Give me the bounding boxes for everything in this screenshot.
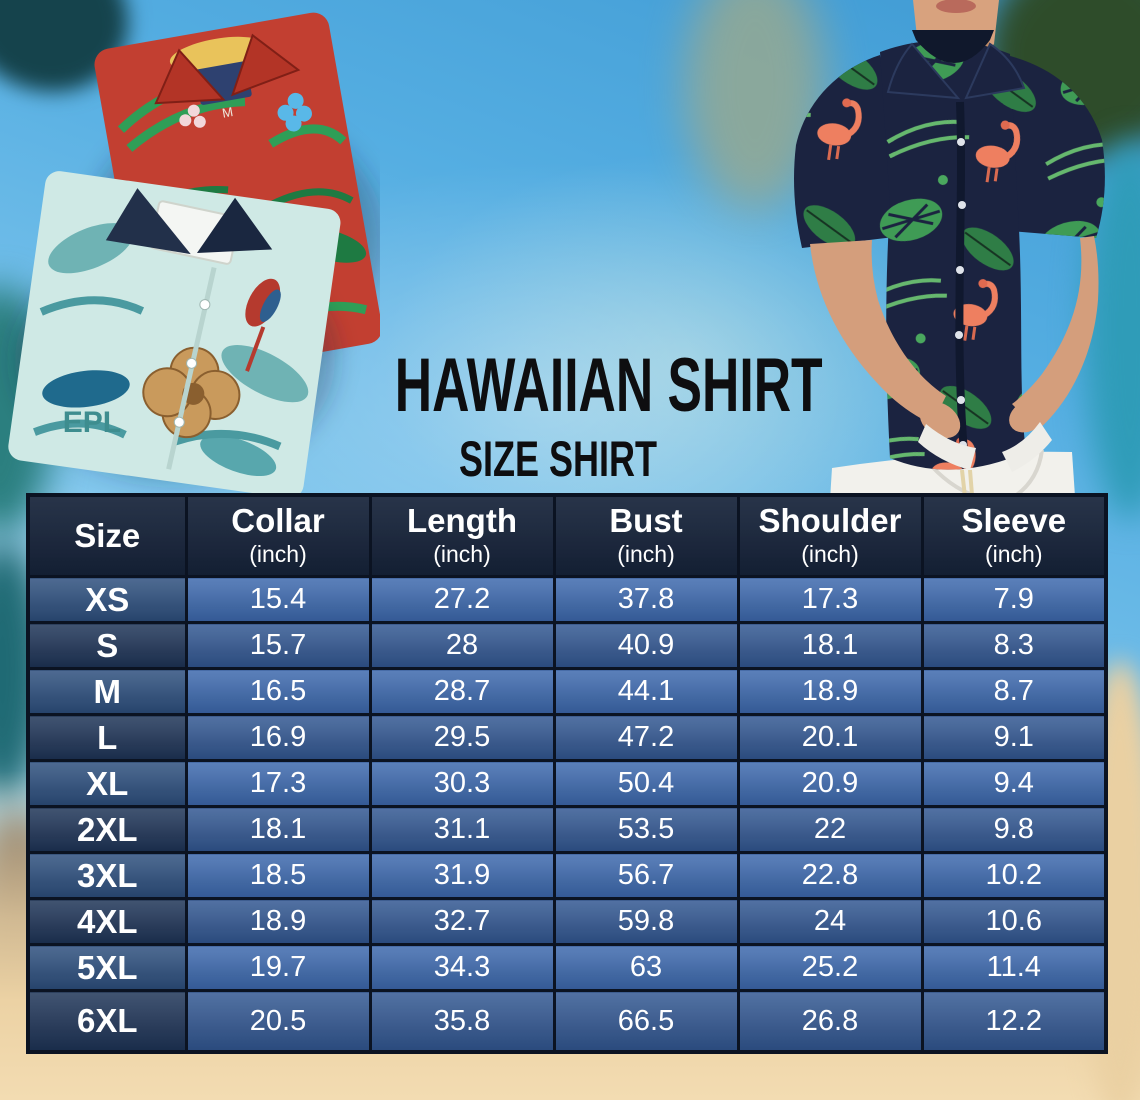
table-row-s: S 15.7 28 40.9 18.1 8.3: [26, 621, 1108, 670]
header-row: Size Collar (inch) Length (inch) Bust (inch…: [26, 493, 1108, 578]
model-lips: [936, 0, 976, 13]
column-header-shoulder: Shoulder (inch): [736, 493, 924, 578]
cell-size: 3XL: [26, 851, 188, 900]
cell-collar: 17.3: [184, 759, 372, 808]
table-row-l: L 16.9 29.5 47.2 20.1 9.1: [26, 713, 1108, 762]
cell-shoulder: 22: [736, 805, 924, 854]
title-main: HAWAIIAN SHIRT: [394, 343, 823, 428]
table-row-3xl: 3XL 18.5 31.9 56.7 22.8 10.2: [26, 851, 1108, 900]
table-row-xs: XS 15.4 27.2 37.8 17.3 7.9: [26, 575, 1108, 624]
cell-size: L: [26, 713, 188, 762]
cell-collar: 19.7: [184, 943, 372, 992]
parrot: [245, 278, 281, 372]
cell-size: 4XL: [26, 897, 188, 946]
column-header-size: Size: [26, 493, 188, 578]
cell-sleeve: 10.2: [920, 851, 1108, 900]
cell-size: 6XL: [26, 989, 188, 1054]
cell-shoulder: 18.9: [736, 667, 924, 716]
model-arms: [810, 236, 1099, 439]
cell-bust: 50.4: [552, 759, 740, 808]
cell-sleeve: 9.1: [920, 713, 1108, 762]
cell-sleeve: 10.6: [920, 897, 1108, 946]
cell-length: 35.8: [368, 989, 556, 1054]
collar-right: [964, 42, 1026, 100]
cell-bust: 37.8: [552, 575, 740, 624]
size-tag-text: M: [221, 104, 234, 121]
cell-collar: 16.9: [184, 713, 372, 762]
cell-size: 5XL: [26, 943, 188, 992]
cell-sleeve: 9.4: [920, 759, 1108, 808]
cell-sleeve: 8.7: [920, 667, 1108, 716]
cell-length: 30.3: [368, 759, 556, 808]
column-header-sleeve: Sleeve (inch): [920, 493, 1108, 578]
cell-length: 31.1: [368, 805, 556, 854]
cell-sleeve: 7.9: [920, 575, 1108, 624]
table-row-2xl: 2XL 18.1 31.1 53.5 22 9.8: [26, 805, 1108, 854]
table-row-4xl: 4XL 18.9 32.7 59.8 24 10.6: [26, 897, 1108, 946]
cell-collar: 18.1: [184, 805, 372, 854]
cell-length: 34.3: [368, 943, 556, 992]
cell-shoulder: 20.9: [736, 759, 924, 808]
cell-size: 2XL: [26, 805, 188, 854]
hawaiian-shirt-on-model: [794, 30, 1105, 470]
cell-length: 28.7: [368, 667, 556, 716]
cell-shoulder: 22.8: [736, 851, 924, 900]
cell-bust: 53.5: [552, 805, 740, 854]
cell-collar: 20.5: [184, 989, 372, 1054]
column-header-bust: Bust (inch): [552, 493, 740, 578]
hibiscus-flower: [142, 346, 241, 439]
cell-sleeve: 9.8: [920, 805, 1108, 854]
cell-sleeve: 12.2: [920, 989, 1108, 1054]
cell-bust: 63: [552, 943, 740, 992]
cell-size: XS: [26, 575, 188, 624]
cell-shoulder: 20.1: [736, 713, 924, 762]
cell-bust: 59.8: [552, 897, 740, 946]
cell-length: 27.2: [368, 575, 556, 624]
collar-left: [886, 42, 961, 100]
cell-length: 29.5: [368, 713, 556, 762]
column-header-length: Length (inch): [368, 493, 556, 578]
cell-collar: 16.5: [184, 667, 372, 716]
cell-length: 32.7: [368, 897, 556, 946]
title-subtitle: SIZE SHIRT: [458, 431, 658, 487]
cell-size: M: [26, 667, 188, 716]
pocket-flap-left: [918, 424, 976, 470]
cell-collar: 18.5: [184, 851, 372, 900]
cell-collar: 15.7: [184, 621, 372, 670]
cell-shoulder: 17.3: [736, 575, 924, 624]
size-chart-table: Size Collar (inch) Length (inch) Bust (inch…: [26, 493, 1108, 1054]
cell-collar: 15.4: [184, 575, 372, 624]
table-row-xl: XL 17.3 30.3 50.4 20.9 9.4: [26, 759, 1108, 808]
shirt-print-text: EPL: [63, 406, 121, 439]
cell-bust: 56.7: [552, 851, 740, 900]
cell-sleeve: 8.3: [920, 621, 1108, 670]
table-row-6xl: 6XL 20.5 35.8 66.5 26.8 12.2: [26, 989, 1108, 1054]
cell-bust: 66.5: [552, 989, 740, 1054]
cell-sleeve: 11.4: [920, 943, 1108, 992]
table-row-5xl: 5XL 19.7 34.3 63 25.2 11.4: [26, 943, 1108, 992]
column-header-collar: Collar (inch): [184, 493, 372, 578]
cell-length: 28: [368, 621, 556, 670]
cell-bust: 44.1: [552, 667, 740, 716]
cell-shoulder: 24: [736, 897, 924, 946]
folded-shirts-photo: M EPL: [8, 12, 380, 499]
table-row-m: M 16.5 28.7 44.1 18.9 8.7: [26, 667, 1108, 716]
cell-collar: 18.9: [184, 897, 372, 946]
cell-shoulder: 25.2: [736, 943, 924, 992]
cell-bust: 47.2: [552, 713, 740, 762]
cell-size: S: [26, 621, 188, 670]
pocket-flap-right: [1002, 422, 1052, 472]
cell-bust: 40.9: [552, 621, 740, 670]
cell-size: XL: [26, 759, 188, 808]
cell-shoulder: 18.1: [736, 621, 924, 670]
teal-hawaiian-shirt: EPL: [8, 171, 341, 499]
cell-length: 31.9: [368, 851, 556, 900]
cell-shoulder: 26.8: [736, 989, 924, 1054]
page-title: HAWAIIAN SHIRT SIZE SHIRT: [318, 343, 823, 487]
